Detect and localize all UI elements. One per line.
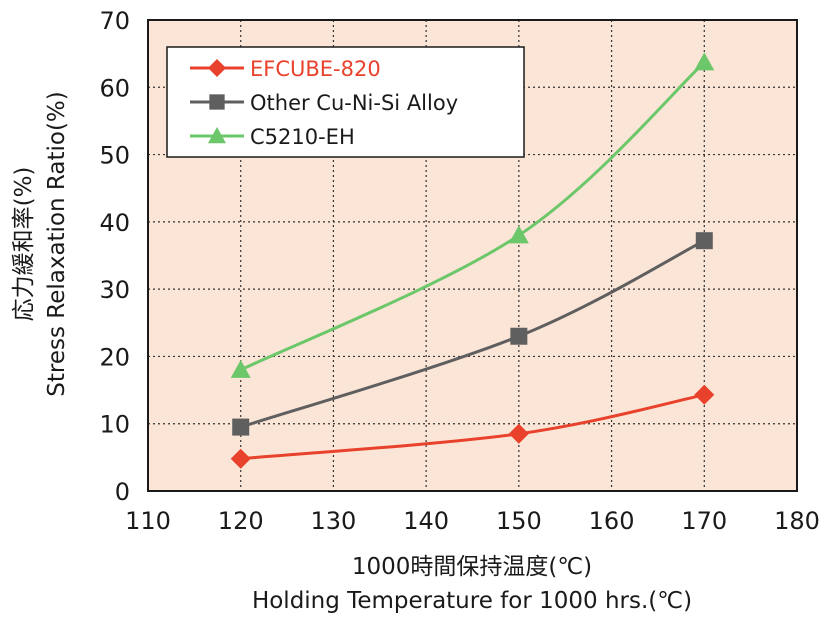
data-point-2 <box>508 225 529 244</box>
x-tick-label: 140 <box>403 507 449 535</box>
data-point-2 <box>230 359 251 378</box>
x-axis-title: Holding Temperature for 1000 hrs.(℃) <box>252 588 692 614</box>
gridlines <box>148 20 797 491</box>
y-axis-title: Stress Relaxation Ratio(%) <box>44 91 70 397</box>
data-point-0 <box>230 448 251 469</box>
data-point-2 <box>694 52 715 71</box>
x-tick-label: 110 <box>125 507 171 535</box>
legend-label: C5210-EH <box>250 125 355 149</box>
y-tick-labels: 0 10 20 30 40 50 60 70 <box>99 7 130 506</box>
y-tick-label: 50 <box>99 142 130 170</box>
data-point-0 <box>508 423 529 444</box>
plot-frame <box>147 19 798 492</box>
x-tick-label: 120 <box>218 507 264 535</box>
x-axis-title-jp: 1000時間保持温度(℃) <box>352 554 592 580</box>
y-axis-title-jp: 応力緩和率(%) <box>11 167 37 322</box>
y-tick-label: 30 <box>99 276 130 304</box>
y-tick-label: 70 <box>99 7 130 35</box>
y-tick-label: 60 <box>99 74 130 102</box>
legend-swatch-marker <box>209 94 225 110</box>
x-tick-label: 150 <box>496 507 542 535</box>
legend-label: Other Cu-Ni-Si Alloy <box>250 91 458 115</box>
x-tick-label: 170 <box>681 507 727 535</box>
x-tick-label: 160 <box>589 507 635 535</box>
y-tick-label: 40 <box>99 209 130 237</box>
legend-swatch-marker <box>208 127 226 144</box>
x-tick-label: 180 <box>774 507 820 535</box>
legend-label: EFCUBE-820 <box>250 57 381 81</box>
data-point-1 <box>232 418 250 436</box>
y-tick-label: 0 <box>115 478 130 506</box>
series-markers <box>230 52 715 469</box>
data-point-0 <box>694 384 715 405</box>
data-point-1 <box>510 327 528 345</box>
y-tick-label: 10 <box>99 411 130 439</box>
x-tick-labels: 110 120 130 140 150 160 170 180 <box>125 507 820 535</box>
data-point-1 <box>695 232 713 250</box>
y-tick-label: 20 <box>99 343 130 371</box>
legend-swatch-marker <box>208 59 226 77</box>
legend: EFCUBE-820 Other Cu-Ni-Si Alloy C5210-EH <box>166 46 525 158</box>
x-tick-label: 130 <box>311 507 357 535</box>
